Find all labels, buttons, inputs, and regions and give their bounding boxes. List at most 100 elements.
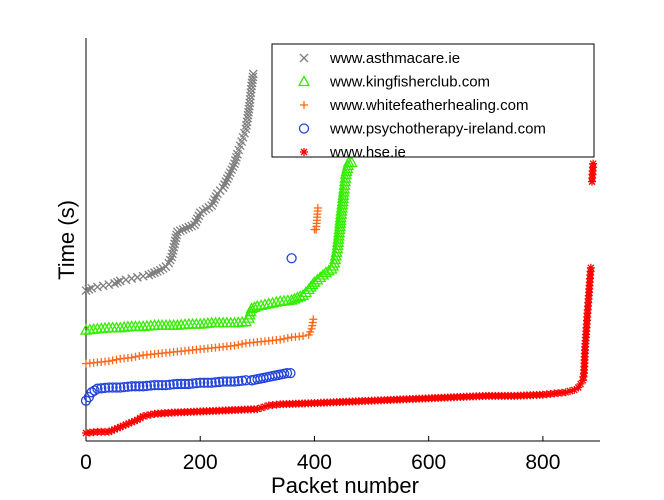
- legend-label: www.hse.ie: [329, 144, 406, 161]
- data-point: [255, 298, 268, 310]
- data-point: [233, 375, 244, 387]
- legend-label: www.asthmacare.ie: [329, 50, 460, 67]
- data-point: [221, 376, 233, 387]
- data-point: [160, 379, 172, 391]
- data-point: [270, 295, 283, 307]
- data-point: [167, 252, 177, 262]
- data-point: [242, 120, 251, 130]
- data-point: [99, 382, 111, 394]
- data-point: [121, 275, 131, 285]
- data-point: [92, 282, 102, 292]
- data-point: [336, 195, 349, 207]
- data-point: [149, 379, 160, 391]
- data-point: [299, 286, 312, 298]
- data-point: [191, 377, 202, 389]
- data-point: [210, 377, 221, 388]
- data-point: [332, 232, 345, 244]
- data-point: [187, 378, 198, 389]
- data-point: [179, 378, 191, 390]
- x-tick-label: 400: [297, 451, 332, 474]
- x-tick-label: 200: [183, 451, 218, 474]
- data-point: [230, 156, 240, 165]
- legend-label: www.whitefeatherhealing.com: [329, 97, 528, 114]
- data-point: [168, 379, 179, 390]
- data-point: [133, 415, 142, 424]
- legend-marker: [300, 148, 308, 156]
- data-point: [335, 201, 348, 213]
- data-point: [81, 286, 91, 296]
- data-point: [172, 378, 183, 390]
- data-point: [217, 376, 229, 387]
- data-point: [176, 378, 187, 390]
- data-point: [279, 334, 288, 343]
- data-point: [334, 211, 347, 223]
- data-point: [103, 382, 114, 393]
- data-point: [329, 253, 342, 265]
- data-point: [181, 223, 191, 233]
- data-points: [79, 69, 598, 437]
- data-point: [337, 185, 350, 197]
- data-point: [98, 281, 108, 291]
- data-point: [104, 280, 114, 290]
- x-tick-label: 0: [80, 451, 92, 474]
- data-point: [239, 315, 253, 327]
- data-point: [178, 225, 188, 234]
- data-point: [589, 159, 598, 168]
- data-point: [214, 376, 225, 388]
- data-point: [112, 355, 121, 364]
- data-point: [260, 402, 269, 411]
- data-point: [112, 277, 122, 287]
- series-circle: [80, 253, 297, 406]
- data-point: [156, 379, 168, 391]
- data-point: [333, 223, 346, 235]
- data-point: [329, 249, 342, 261]
- data-point: [336, 192, 350, 204]
- data-point: [229, 376, 240, 387]
- data-point: [331, 235, 345, 247]
- data-point: [331, 242, 344, 254]
- series-triangle: [79, 156, 358, 335]
- data-point: [150, 268, 159, 278]
- plot-axes: [85, 38, 600, 442]
- data-point: [206, 377, 217, 388]
- data-point: [172, 227, 182, 237]
- data-point: [230, 341, 239, 350]
- data-point: [242, 311, 255, 323]
- legend: www.asthmacare.ie www.kingfisherclub.com w…: [271, 43, 595, 161]
- data-point: [337, 188, 350, 200]
- data-point: [175, 226, 185, 236]
- data-point: [134, 381, 145, 392]
- series-plus: [82, 203, 322, 368]
- data-point: [285, 368, 296, 379]
- data-point: [198, 377, 210, 388]
- data-point: [86, 387, 97, 398]
- data-point: [152, 266, 162, 276]
- data-point: [138, 271, 148, 281]
- data-point: [84, 284, 94, 294]
- data-point: [127, 274, 137, 284]
- x-tick-label: 800: [525, 451, 560, 474]
- data-point: [104, 357, 113, 366]
- data-point: [248, 72, 258, 82]
- legend-marker: [300, 101, 308, 109]
- data-point: [586, 263, 595, 272]
- data-point: [276, 335, 285, 344]
- data-point: [338, 182, 351, 194]
- data-point: [286, 253, 297, 264]
- data-point: [122, 381, 134, 392]
- series-asterisk: [82, 159, 598, 437]
- x-axis-label: Packet number: [271, 473, 419, 498]
- data-point: [339, 171, 352, 183]
- data-point: [313, 203, 322, 212]
- legend-marker: [299, 53, 309, 63]
- legend-marker: [298, 123, 310, 134]
- data-point: [345, 156, 358, 168]
- data-point: [266, 296, 279, 308]
- data-point: [333, 226, 346, 238]
- data-point: [135, 351, 144, 360]
- data-point: [340, 165, 353, 177]
- data-point: [331, 239, 344, 251]
- data-point: [80, 395, 92, 406]
- data-point: [334, 217, 347, 229]
- data-point: [341, 159, 355, 171]
